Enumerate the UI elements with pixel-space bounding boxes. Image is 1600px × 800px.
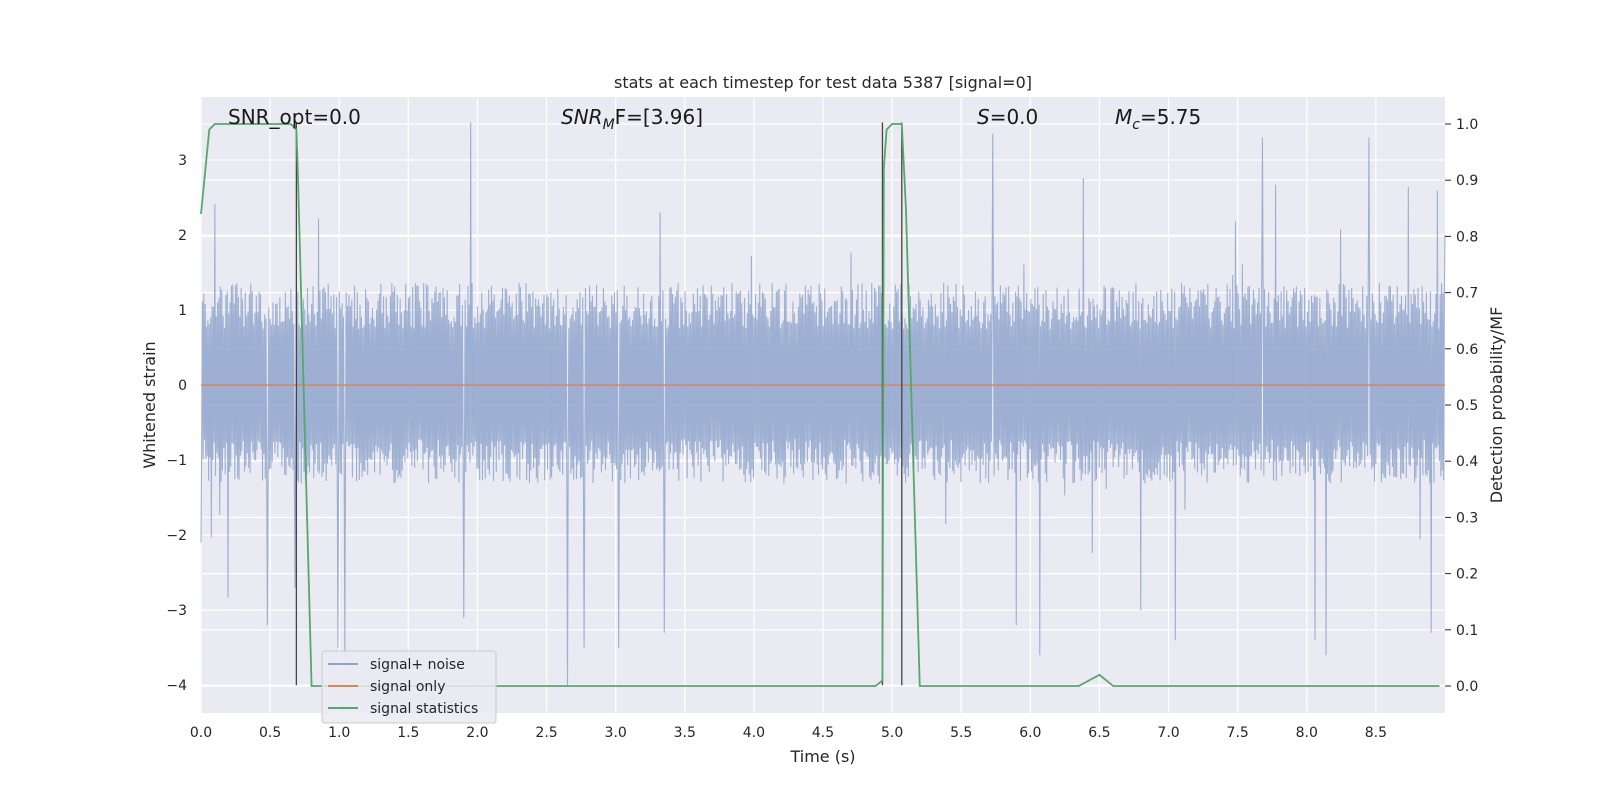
y2-tick-label: 0.5 [1456,398,1478,414]
y2-tick-label: 0.1 [1456,623,1478,639]
y-tick-label: 2 [178,228,187,244]
y-tick-label: −4 [166,678,187,694]
x-axis-ticks: 0.0 0.5 1.0 1.5 2.0 2.5 3.0 3.5 4.0 4.5 5.0 5.5 6.0 6… [190,725,1387,741]
legend: signal+ noise signal only signal statist… [321,650,497,724]
y-tick-label: −2 [166,528,187,544]
x-tick-label: 2.0 [466,725,488,741]
y-tick-label: −3 [166,603,187,619]
legend-label-noise: signal+ noise [370,657,465,673]
x-tick-label: 3.0 [605,725,627,741]
x-axis-label: Time (s) [789,747,855,766]
x-tick-label: 8.5 [1365,725,1387,741]
y-tick-label: 1 [178,303,187,319]
y2-axis-label: Detection probability/MF [1487,307,1506,504]
y-tick-label: 3 [178,153,187,169]
annotation-snr-mf: SNRMF=[3.96] [561,105,703,133]
series-signal-plus-noise [200,122,1446,686]
annotation-mc: Mc=5.75 [1115,105,1201,133]
x-tick-label: 4.5 [812,725,834,741]
x-tick-label: 7.0 [1157,725,1179,741]
x-tick-label: 7.5 [1227,725,1249,741]
legend-label-signal: signal only [370,679,445,695]
y-axis-ticks: 3 2 1 0 −1 −2 −3 −4 [166,153,187,694]
y2-tick-label: 0.2 [1456,567,1478,583]
x-tick-label: 6.0 [1019,725,1041,741]
annotation-s: S=0.0 [977,105,1038,129]
y2-tick-label: 0.9 [1456,173,1478,189]
chart-title: stats at each timestep for test data 538… [614,73,1032,92]
annotation-snr-opt: SNR_opt=0.0 [228,105,361,129]
x-tick-label: 8.0 [1296,725,1318,741]
y2-tick-label: 0.7 [1456,286,1478,302]
x-tick-label: 1.5 [397,725,419,741]
series-signal-statistics [200,123,1440,687]
x-tick-label: 2.5 [535,725,557,741]
y2-axis-ticks: 1.0 0.9 0.8 0.7 0.6 0.5 0.4 0.3 0.2 0.1 0.0 [1445,117,1478,695]
x-tick-label: 0.0 [190,725,212,741]
x-tick-label: 6.5 [1088,725,1110,741]
y-tick-label: −1 [166,453,187,469]
x-tick-label: 3.5 [674,725,696,741]
noise-trace [200,122,1446,686]
x-tick-label: 1.0 [328,725,350,741]
y2-tick-label: 0.3 [1456,510,1478,526]
y2-tick-label: 0.0 [1456,679,1478,695]
x-tick-label: 5.0 [881,725,903,741]
y-axis-label: Whitened strain [140,341,159,468]
x-tick-label: 0.5 [259,725,281,741]
y-tick-label: 0 [178,378,187,394]
y2-tick-label: 0.8 [1456,229,1478,245]
legend-label-statistics: signal statistics [370,701,478,717]
y2-tick-label: 1.0 [1456,117,1478,133]
y2-tick-label: 0.4 [1456,454,1478,470]
x-tick-label: 4.0 [743,725,765,741]
y2-tick-label: 0.6 [1456,342,1478,358]
legend-box [321,650,497,724]
statistics-line [200,123,1440,687]
x-tick-label: 5.5 [950,725,972,741]
